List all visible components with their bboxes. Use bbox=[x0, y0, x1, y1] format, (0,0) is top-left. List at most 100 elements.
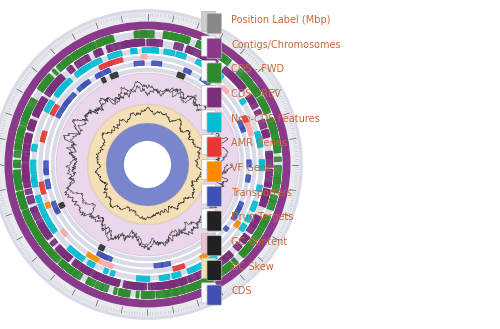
Wedge shape bbox=[14, 175, 22, 182]
Wedge shape bbox=[61, 102, 70, 111]
Wedge shape bbox=[60, 228, 69, 237]
Wedge shape bbox=[24, 107, 34, 116]
Wedge shape bbox=[72, 51, 80, 60]
Wedge shape bbox=[51, 201, 60, 212]
Wedge shape bbox=[86, 251, 100, 262]
Wedge shape bbox=[268, 126, 278, 135]
Wedge shape bbox=[115, 278, 120, 286]
Wedge shape bbox=[240, 244, 251, 256]
Wedge shape bbox=[135, 39, 144, 48]
Wedge shape bbox=[252, 215, 261, 222]
FancyBboxPatch shape bbox=[207, 13, 222, 34]
Wedge shape bbox=[235, 206, 242, 211]
Wedge shape bbox=[17, 192, 26, 199]
Wedge shape bbox=[236, 69, 247, 80]
Wedge shape bbox=[66, 78, 74, 86]
Wedge shape bbox=[195, 59, 208, 70]
Text: GC Skew: GC Skew bbox=[231, 262, 274, 272]
Wedge shape bbox=[216, 52, 228, 64]
Wedge shape bbox=[260, 103, 269, 112]
Wedge shape bbox=[194, 262, 202, 270]
Wedge shape bbox=[166, 288, 176, 297]
Wedge shape bbox=[214, 259, 222, 268]
Wedge shape bbox=[172, 270, 181, 278]
Wedge shape bbox=[25, 215, 34, 224]
Wedge shape bbox=[190, 281, 199, 290]
Wedge shape bbox=[78, 56, 90, 67]
Wedge shape bbox=[42, 75, 54, 86]
Wedge shape bbox=[26, 98, 38, 111]
Wedge shape bbox=[36, 218, 48, 230]
Wedge shape bbox=[132, 281, 137, 289]
Wedge shape bbox=[221, 66, 232, 78]
Wedge shape bbox=[24, 212, 34, 222]
Wedge shape bbox=[260, 130, 268, 135]
Wedge shape bbox=[150, 39, 158, 47]
Wedge shape bbox=[103, 38, 108, 46]
Wedge shape bbox=[200, 52, 211, 63]
Text: CDS - REV: CDS - REV bbox=[231, 89, 281, 99]
Wedge shape bbox=[39, 182, 47, 194]
Wedge shape bbox=[199, 251, 209, 260]
Wedge shape bbox=[48, 88, 54, 94]
FancyBboxPatch shape bbox=[202, 110, 216, 130]
Wedge shape bbox=[174, 277, 185, 287]
Wedge shape bbox=[116, 42, 122, 51]
Wedge shape bbox=[202, 274, 214, 285]
Wedge shape bbox=[250, 88, 258, 94]
Wedge shape bbox=[268, 194, 278, 203]
Wedge shape bbox=[25, 135, 34, 141]
Wedge shape bbox=[52, 69, 60, 76]
Text: VF Genes: VF Genes bbox=[231, 163, 278, 173]
Wedge shape bbox=[15, 180, 24, 190]
Wedge shape bbox=[244, 214, 252, 222]
Wedge shape bbox=[272, 141, 280, 144]
Wedge shape bbox=[172, 279, 175, 287]
Wedge shape bbox=[32, 228, 40, 235]
Wedge shape bbox=[156, 290, 158, 298]
Wedge shape bbox=[50, 78, 62, 90]
Wedge shape bbox=[124, 41, 128, 49]
Wedge shape bbox=[150, 291, 152, 298]
Wedge shape bbox=[44, 75, 54, 85]
Wedge shape bbox=[24, 139, 32, 149]
Wedge shape bbox=[212, 70, 224, 81]
Wedge shape bbox=[134, 39, 143, 48]
Wedge shape bbox=[95, 73, 102, 80]
Wedge shape bbox=[136, 282, 143, 290]
Wedge shape bbox=[23, 177, 32, 186]
Wedge shape bbox=[84, 54, 91, 63]
Wedge shape bbox=[248, 85, 259, 95]
Wedge shape bbox=[226, 72, 234, 80]
Wedge shape bbox=[265, 157, 273, 167]
Wedge shape bbox=[126, 280, 135, 289]
Wedge shape bbox=[48, 82, 59, 93]
FancyBboxPatch shape bbox=[202, 36, 216, 56]
Wedge shape bbox=[200, 276, 210, 286]
Wedge shape bbox=[24, 213, 35, 225]
Text: AMR Genes: AMR Genes bbox=[231, 138, 287, 148]
Wedge shape bbox=[225, 251, 232, 259]
Wedge shape bbox=[238, 233, 249, 243]
Wedge shape bbox=[260, 214, 270, 225]
Wedge shape bbox=[44, 76, 53, 84]
Wedge shape bbox=[102, 283, 110, 292]
Wedge shape bbox=[256, 139, 263, 148]
Wedge shape bbox=[154, 262, 163, 268]
Wedge shape bbox=[246, 96, 256, 105]
Wedge shape bbox=[132, 39, 141, 48]
Wedge shape bbox=[206, 46, 214, 55]
Wedge shape bbox=[122, 288, 130, 297]
Wedge shape bbox=[86, 276, 96, 287]
Wedge shape bbox=[186, 265, 196, 274]
Wedge shape bbox=[110, 269, 116, 276]
Wedge shape bbox=[143, 275, 150, 281]
Wedge shape bbox=[248, 201, 258, 212]
FancyBboxPatch shape bbox=[207, 63, 222, 83]
Wedge shape bbox=[34, 106, 43, 114]
Wedge shape bbox=[196, 41, 201, 49]
Wedge shape bbox=[36, 101, 46, 112]
FancyBboxPatch shape bbox=[207, 186, 222, 206]
Wedge shape bbox=[22, 174, 31, 182]
Wedge shape bbox=[63, 57, 72, 67]
